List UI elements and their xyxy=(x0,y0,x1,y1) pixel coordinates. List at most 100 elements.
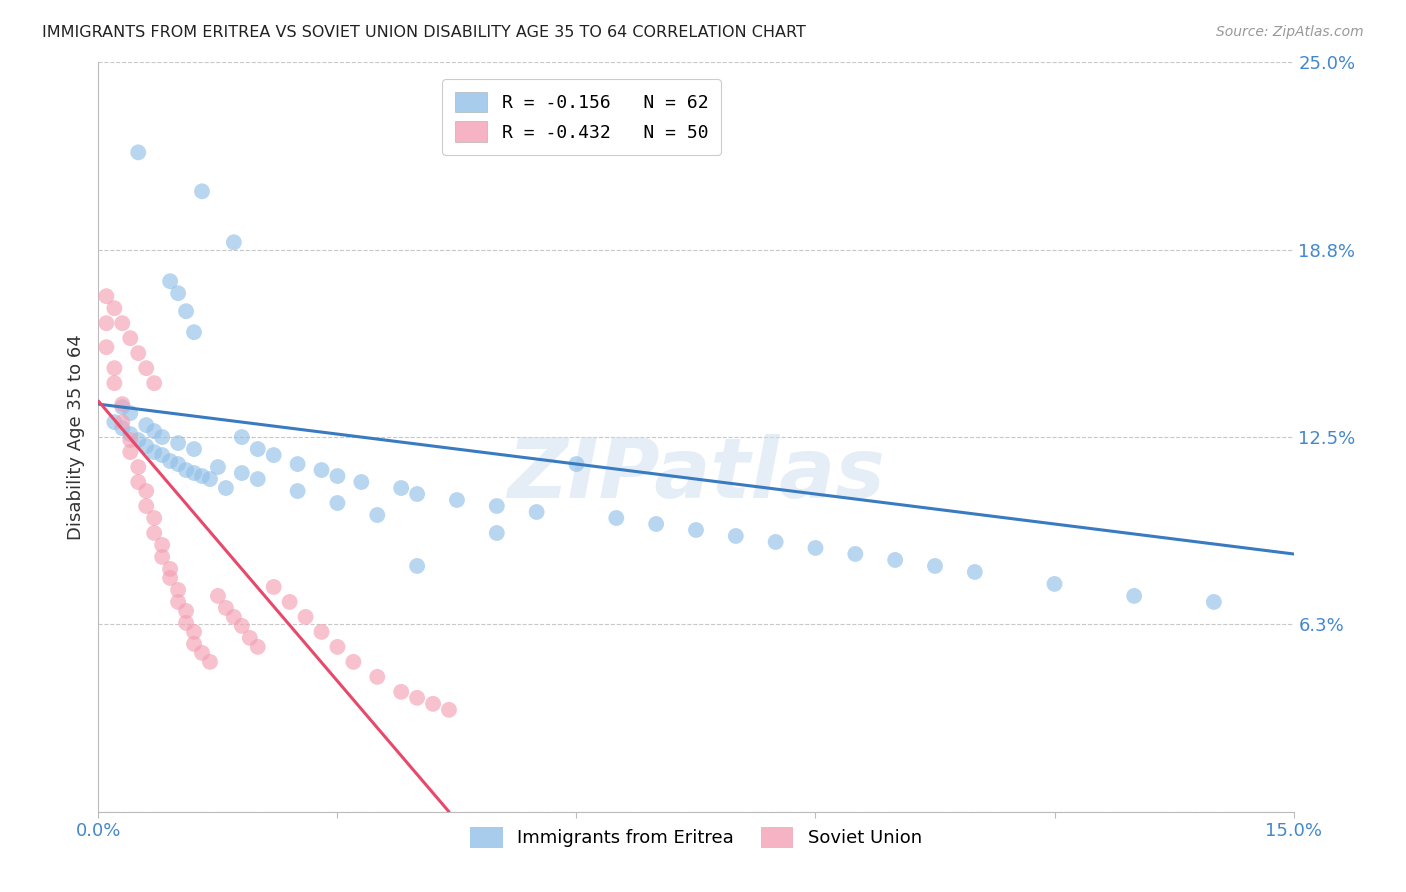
Point xyxy=(120,331,142,345)
Point xyxy=(127,475,149,489)
Point xyxy=(198,655,221,669)
Point xyxy=(191,469,214,483)
Point xyxy=(167,436,190,450)
Point xyxy=(103,415,125,429)
Point xyxy=(159,562,181,576)
Point xyxy=(120,433,142,447)
Point xyxy=(111,415,134,429)
Point xyxy=(167,457,190,471)
Point xyxy=(183,466,205,480)
Point xyxy=(565,457,588,471)
Point xyxy=(446,493,468,508)
Point xyxy=(135,499,157,513)
Point xyxy=(96,316,118,330)
Y-axis label: Disability Age 35 to 64: Disability Age 35 to 64 xyxy=(66,334,84,540)
Point xyxy=(111,397,134,411)
Point xyxy=(924,558,946,573)
Point xyxy=(246,442,269,456)
Point xyxy=(963,565,986,579)
Point xyxy=(120,427,142,442)
Point xyxy=(127,433,149,447)
Point xyxy=(326,496,349,510)
Point xyxy=(135,439,157,453)
Point xyxy=(191,184,214,198)
Point xyxy=(135,483,157,498)
Point xyxy=(685,523,707,537)
Point xyxy=(884,553,907,567)
Point xyxy=(287,483,309,498)
Point xyxy=(389,685,412,699)
Point xyxy=(1123,589,1146,603)
Point xyxy=(263,448,285,462)
Point xyxy=(342,655,364,669)
Point xyxy=(143,376,166,391)
Point xyxy=(127,346,149,360)
Point xyxy=(167,582,190,597)
Point xyxy=(111,421,134,435)
Point xyxy=(765,535,787,549)
Point xyxy=(526,505,548,519)
Point xyxy=(127,145,149,160)
Text: ZIPatlas: ZIPatlas xyxy=(508,434,884,515)
Point xyxy=(207,460,229,475)
Point xyxy=(222,610,245,624)
Point xyxy=(111,400,134,414)
Point xyxy=(167,286,190,301)
Point xyxy=(804,541,827,555)
Point xyxy=(231,466,253,480)
Point xyxy=(174,615,197,630)
Point xyxy=(215,601,238,615)
Point xyxy=(366,670,388,684)
Point xyxy=(96,340,118,354)
Point xyxy=(207,589,229,603)
Point xyxy=(222,235,245,250)
Text: IMMIGRANTS FROM ERITREA VS SOVIET UNION DISABILITY AGE 35 TO 64 CORRELATION CHAR: IMMIGRANTS FROM ERITREA VS SOVIET UNION … xyxy=(42,25,806,40)
Point xyxy=(326,469,349,483)
Point xyxy=(422,697,444,711)
Point xyxy=(135,361,157,376)
Point xyxy=(183,637,205,651)
Point xyxy=(287,457,309,471)
Point xyxy=(167,595,190,609)
Point xyxy=(1202,595,1225,609)
Point xyxy=(103,376,125,391)
Point xyxy=(174,604,197,618)
Point xyxy=(150,538,173,552)
Point xyxy=(311,463,333,477)
Point xyxy=(143,526,166,541)
Point xyxy=(159,454,181,468)
Point xyxy=(174,463,197,477)
Point xyxy=(246,472,269,486)
Point xyxy=(724,529,747,543)
Point xyxy=(150,549,173,564)
Legend: Immigrants from Eritrea, Soviet Union: Immigrants from Eritrea, Soviet Union xyxy=(463,820,929,855)
Point xyxy=(485,526,508,541)
Point xyxy=(231,619,253,633)
Point xyxy=(844,547,866,561)
Point xyxy=(143,445,166,459)
Point xyxy=(406,487,429,501)
Point xyxy=(239,631,262,645)
Point xyxy=(389,481,412,495)
Point xyxy=(191,646,214,660)
Point xyxy=(645,516,668,531)
Point xyxy=(406,690,429,705)
Point xyxy=(183,442,205,456)
Point xyxy=(350,475,373,489)
Point xyxy=(605,511,627,525)
Point xyxy=(96,289,118,303)
Point xyxy=(183,624,205,639)
Point xyxy=(150,448,173,462)
Point xyxy=(437,703,460,717)
Point xyxy=(135,418,157,433)
Point xyxy=(103,361,125,376)
Point xyxy=(326,640,349,654)
Point xyxy=(111,316,134,330)
Point xyxy=(1043,577,1066,591)
Point xyxy=(294,610,316,624)
Point xyxy=(120,445,142,459)
Point xyxy=(231,430,253,444)
Point xyxy=(174,304,197,318)
Point xyxy=(143,424,166,438)
Point xyxy=(127,460,149,475)
